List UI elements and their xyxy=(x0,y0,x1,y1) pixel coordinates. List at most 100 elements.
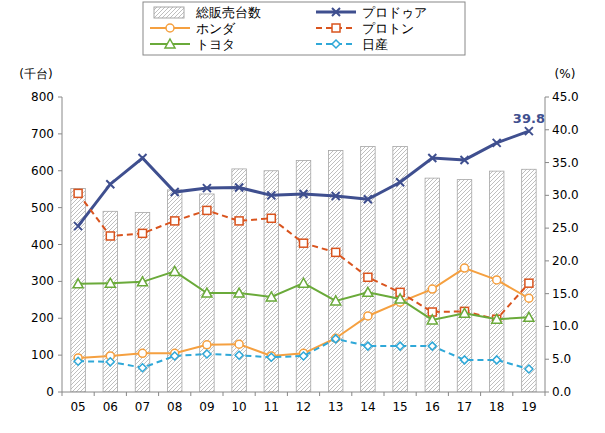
tick xyxy=(126,392,127,396)
marker xyxy=(331,296,341,305)
tick xyxy=(58,355,62,356)
marker xyxy=(267,191,275,199)
tick xyxy=(287,392,288,396)
legend-label: 総販売台数 xyxy=(195,5,261,20)
bar xyxy=(361,146,375,392)
tick xyxy=(545,326,549,327)
tick xyxy=(384,392,385,396)
marker xyxy=(396,178,404,186)
tick-label: 19 xyxy=(521,400,536,414)
marker xyxy=(170,266,180,275)
marker xyxy=(332,8,340,16)
legend-box xyxy=(143,2,465,55)
bar xyxy=(264,171,278,392)
marker xyxy=(138,277,148,286)
line xyxy=(78,268,529,358)
marker xyxy=(364,195,372,203)
tick-label: 14 xyxy=(360,400,375,414)
marker xyxy=(74,189,82,197)
tick xyxy=(58,244,62,245)
tick xyxy=(448,392,449,396)
tick xyxy=(94,392,95,396)
axes: 01002003004005006007008000.05.010.015.02… xyxy=(19,67,578,414)
marker xyxy=(493,139,501,147)
tick xyxy=(545,260,549,261)
tick xyxy=(319,392,320,396)
line xyxy=(78,339,529,369)
marker xyxy=(493,315,501,323)
tick-label: 08 xyxy=(167,400,182,414)
marker xyxy=(396,342,404,350)
line xyxy=(78,271,529,320)
marker xyxy=(525,279,533,287)
marker xyxy=(332,334,340,342)
tick-label: 25.0 xyxy=(552,221,579,235)
tick-label: 100 xyxy=(31,348,54,362)
marker xyxy=(428,285,436,293)
marker xyxy=(203,350,211,358)
tick xyxy=(545,97,549,98)
tick-label: 12 xyxy=(296,400,311,414)
tick xyxy=(190,392,191,396)
plot-area xyxy=(71,127,536,392)
bar xyxy=(328,150,342,392)
marker xyxy=(492,314,502,323)
tick-label: 17 xyxy=(457,400,472,414)
marker xyxy=(267,214,275,222)
tick-label: 10.0 xyxy=(552,319,579,333)
legend: 総販売台数プロドゥアホンダプロトントヨタ日産 xyxy=(143,2,465,55)
tick xyxy=(416,392,417,396)
tick-label: 800 xyxy=(31,90,54,104)
tick xyxy=(512,392,513,396)
marker xyxy=(171,217,179,225)
marker xyxy=(428,342,436,350)
tick-label: 16 xyxy=(425,400,440,414)
tick xyxy=(545,162,549,163)
marker xyxy=(106,358,114,366)
marker xyxy=(460,308,470,317)
tick-label: 09 xyxy=(199,400,214,414)
line xyxy=(78,193,529,319)
marker xyxy=(461,264,469,272)
bar xyxy=(522,169,536,392)
marker xyxy=(74,222,82,230)
chart: 39.801002003004005006007008000.05.010.01… xyxy=(0,0,605,433)
line xyxy=(78,131,529,226)
tick xyxy=(58,392,62,393)
tick xyxy=(545,392,546,396)
tick xyxy=(58,207,62,208)
data-label: 39.8 xyxy=(513,111,545,126)
tick xyxy=(58,97,62,98)
marker xyxy=(427,315,437,324)
marker xyxy=(363,287,373,296)
tick xyxy=(158,392,159,396)
tick xyxy=(58,170,62,171)
marker xyxy=(106,180,114,188)
marker xyxy=(202,288,212,297)
tick-label: 35.0 xyxy=(552,156,579,170)
bar xyxy=(103,211,117,392)
bar xyxy=(232,169,246,392)
axis-title: (%) xyxy=(555,67,576,81)
marker xyxy=(428,154,436,162)
marker xyxy=(525,294,533,302)
tick xyxy=(223,392,224,396)
marker xyxy=(525,127,533,135)
tick xyxy=(58,318,62,319)
marker xyxy=(332,248,340,256)
marker xyxy=(300,190,308,198)
tick-label: 500 xyxy=(31,201,54,215)
marker xyxy=(165,39,175,48)
tick xyxy=(62,392,63,396)
tick-label: 0 xyxy=(46,385,54,399)
marker xyxy=(74,357,82,365)
tick xyxy=(255,392,256,396)
marker xyxy=(235,351,243,359)
marker xyxy=(461,356,469,364)
tick xyxy=(545,195,549,196)
marker xyxy=(364,312,372,320)
marker xyxy=(203,341,211,349)
tick-label: 700 xyxy=(31,127,54,141)
marker xyxy=(139,229,147,237)
tick-label: 11 xyxy=(264,400,279,414)
